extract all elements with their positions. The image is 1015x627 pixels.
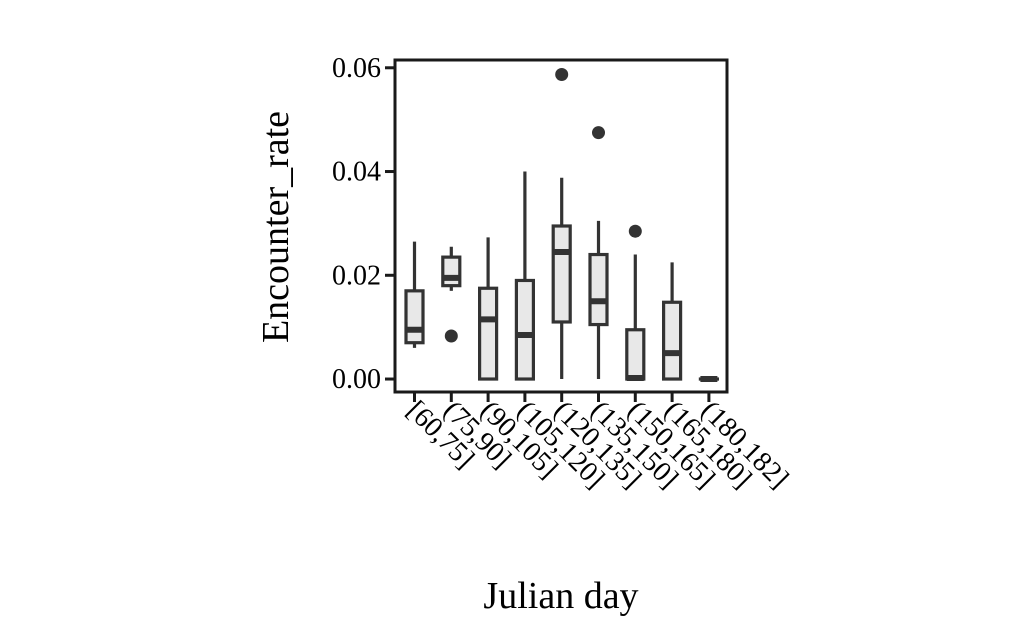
y-axis: 0.00 0.02 0.04 0.06: [332, 53, 395, 395]
box-iqr: [588, 252, 609, 327]
outlier-point: [555, 68, 569, 82]
y-tick-label: 0.00: [332, 364, 381, 395]
outlier-point: [628, 224, 642, 238]
box-1: [404, 241, 425, 348]
box-iqr: [441, 255, 462, 288]
box-iqr: [514, 278, 536, 381]
box-iqr: [404, 289, 425, 345]
y-tick-label: 0.02: [332, 260, 381, 291]
y-tick-label: 0.06: [332, 53, 381, 84]
box-iqr: [625, 328, 646, 381]
box-6: [588, 126, 609, 380]
box-7: [625, 224, 646, 381]
box-iqr: [661, 300, 683, 381]
outlier-point: [592, 126, 605, 140]
y-axis-title: Encounter_rate: [255, 111, 297, 343]
box-iqr: [478, 286, 499, 381]
outlier-point: [444, 329, 458, 343]
box-3: [478, 237, 499, 381]
box-8: [661, 262, 683, 381]
boxes: [404, 68, 720, 383]
plot-panel-border: [393, 58, 729, 394]
x-axis: [60,75](75,90](90,105](105,120](120,135]…: [401, 392, 794, 494]
box-iqr: [551, 224, 572, 324]
box-4: [514, 171, 536, 381]
y-tick-label: 0.04: [332, 157, 381, 188]
box-5: [551, 68, 572, 380]
box-2: [441, 246, 462, 343]
x-axis-title: Julian day: [483, 575, 638, 617]
